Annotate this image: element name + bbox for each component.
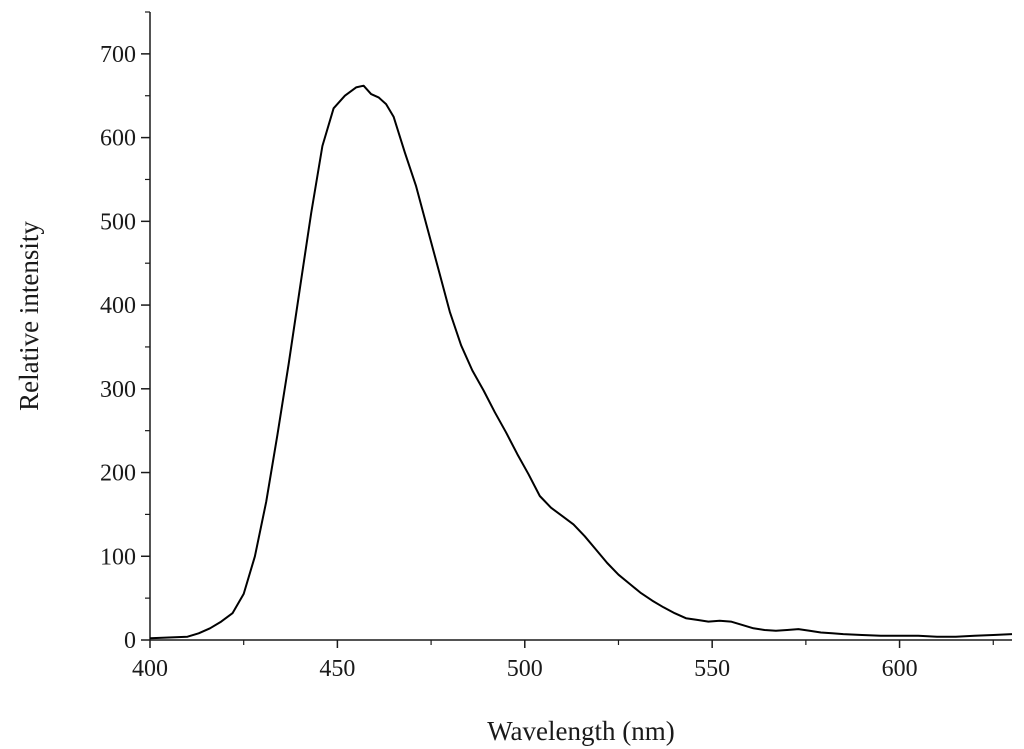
x-tick-label: 500: [507, 656, 543, 682]
x-tick-label: 450: [319, 656, 355, 682]
y-tick-label: 100: [100, 544, 136, 570]
y-tick-label: 400: [100, 293, 136, 319]
series-line: [149, 84, 1013, 640]
x-tick-label: 550: [694, 656, 730, 682]
plot-frame: [149, 12, 1012, 641]
y-tick-label: 600: [100, 126, 136, 152]
axis-ticks: 400 450 500 550 600 0 100 200 300 400 500 600 700: [100, 11, 994, 682]
y-tick-label: 500: [100, 209, 136, 235]
x-axis-label: Wavelength (nm): [487, 716, 675, 746]
y-tick-label: 0: [124, 628, 136, 654]
y-axis-label: Relative intensity: [14, 221, 44, 411]
y-tick-label: 700: [100, 42, 136, 68]
x-tick-label: 600: [882, 656, 918, 682]
y-tick-label: 200: [100, 461, 136, 487]
x-tick-label: 400: [132, 656, 168, 682]
y-tick-label: 300: [100, 377, 136, 403]
